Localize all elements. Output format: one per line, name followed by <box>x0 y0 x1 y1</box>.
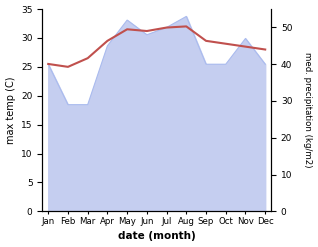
X-axis label: date (month): date (month) <box>118 231 196 242</box>
Y-axis label: med. precipitation (kg/m2): med. precipitation (kg/m2) <box>303 52 313 168</box>
Y-axis label: max temp (C): max temp (C) <box>5 76 16 144</box>
